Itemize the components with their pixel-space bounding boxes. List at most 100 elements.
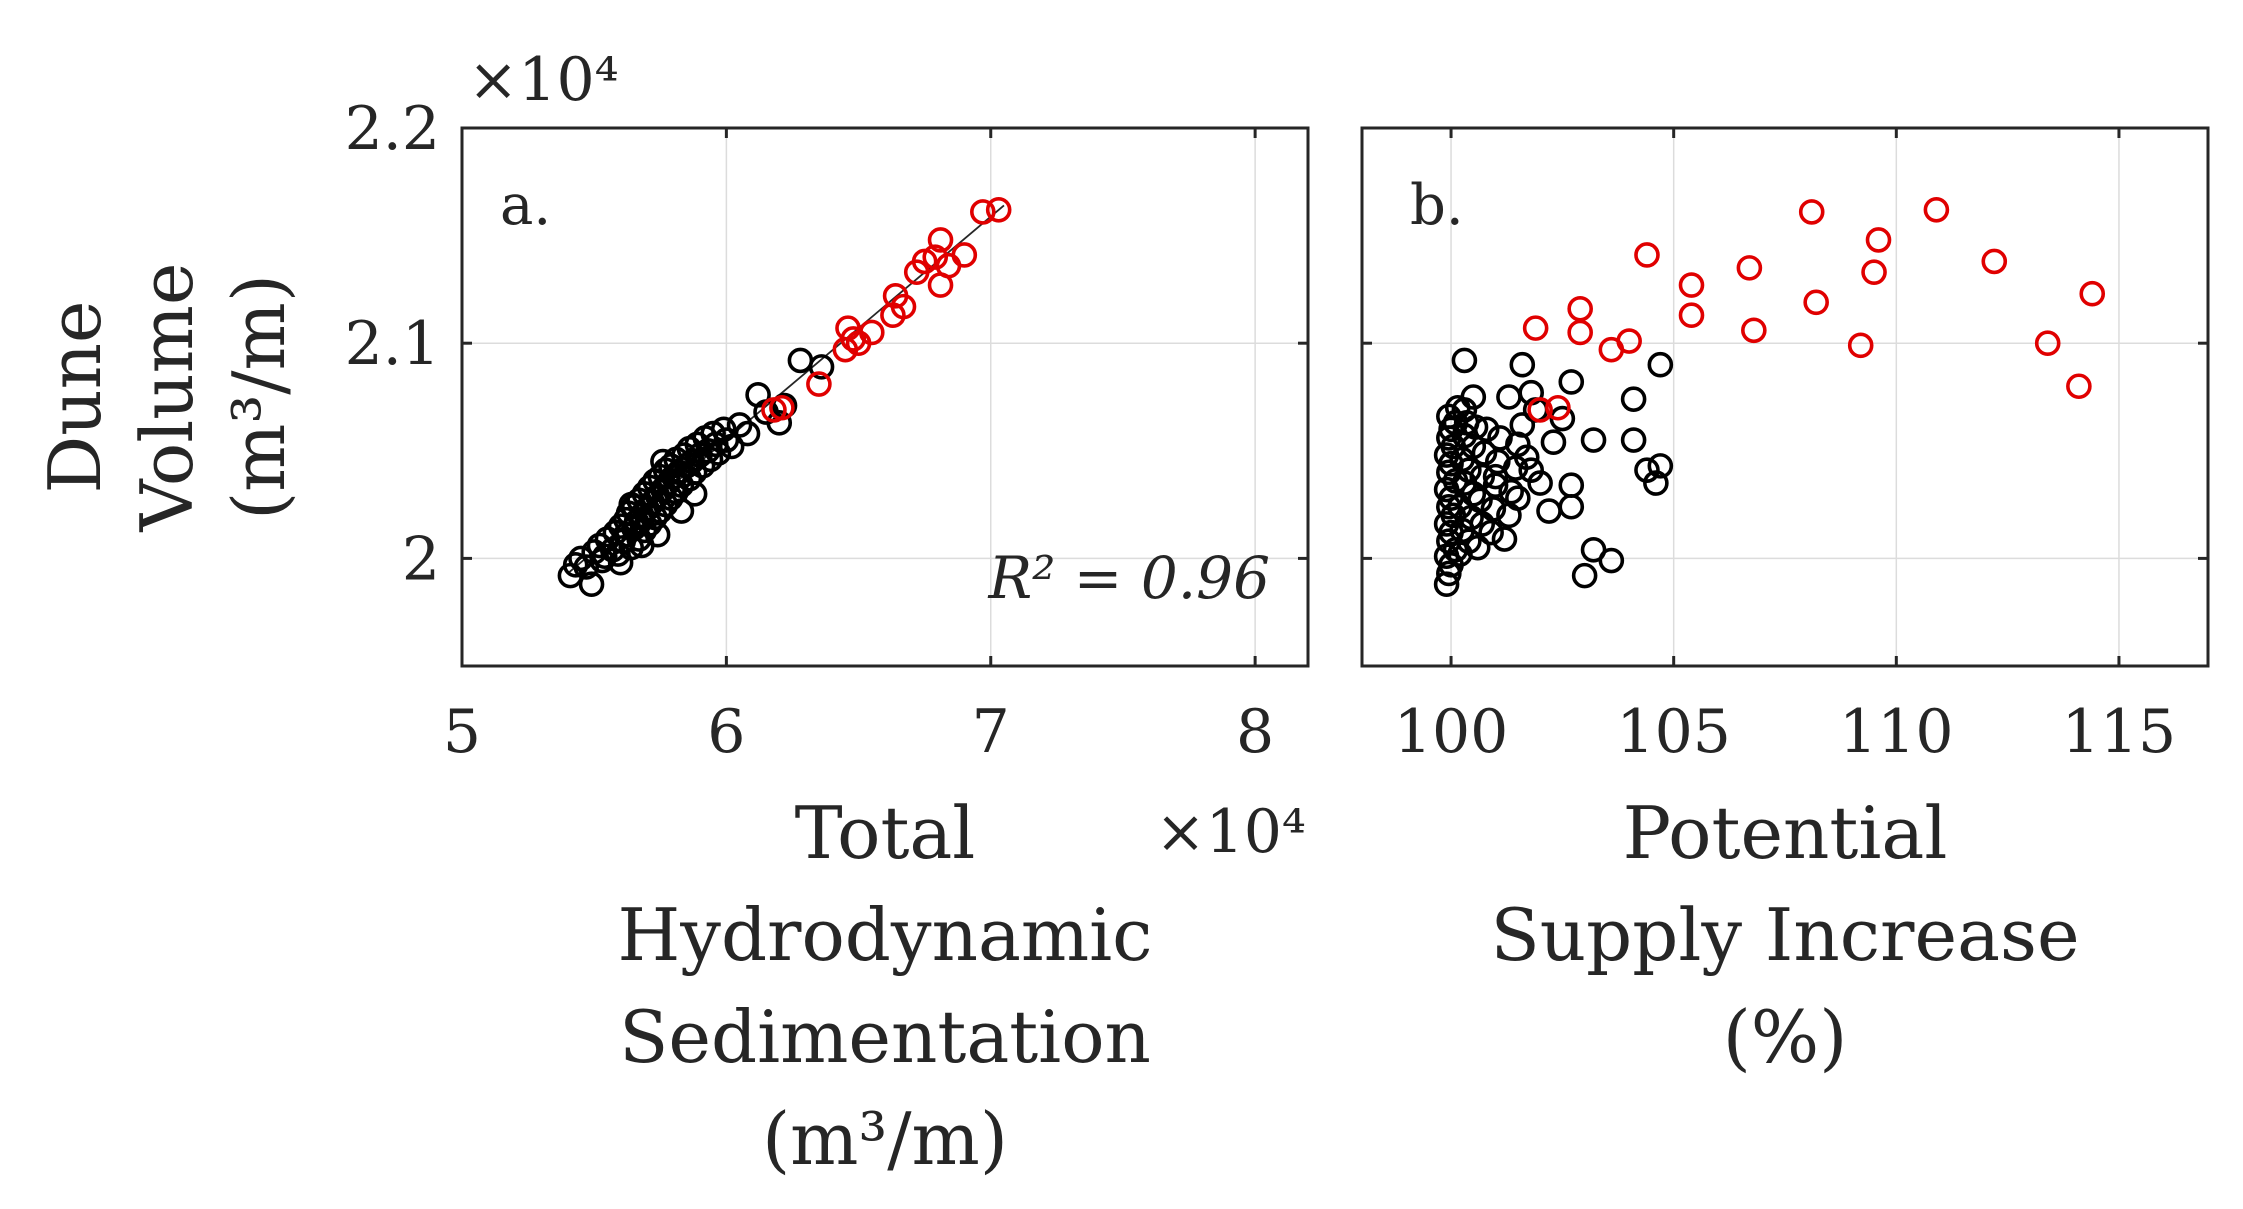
panel-a-x-label-line-3: Sedimentation <box>619 995 1151 1079</box>
panel-b-label: b. <box>1410 173 1464 238</box>
panel-b-series-0-point-77 <box>1444 394 1471 421</box>
panel-a-series-0-point-49 <box>676 465 703 492</box>
panel-b-markers <box>1433 196 2106 598</box>
panel-b-series-0-point-35 <box>1467 487 1493 514</box>
panel-b-series-0-point-66 <box>1580 427 1607 453</box>
x-exponent-label: ×10⁴ <box>1155 797 1306 867</box>
panel-b-x-label-line-2: Supply Increase <box>1490 893 2079 977</box>
panel-b-series-0-point-73 <box>1647 351 1674 378</box>
panel-b-xtick-label-3: 115 <box>2062 697 2177 767</box>
panel-a-xtick-label-1: 6 <box>707 697 745 767</box>
panel-b-series-1-point-4 <box>1567 295 1593 322</box>
panel-b-series-0-point-67 <box>1598 547 1625 574</box>
panel-b-series-1-point-6 <box>1616 328 1642 354</box>
panel-a-series-0-point-72 <box>808 354 835 380</box>
panel-b-series-0-point-55 <box>1509 351 1536 378</box>
panel-a-series-0-point-3 <box>573 554 600 580</box>
panel-b-series-0-point-62 <box>1558 493 1585 520</box>
panel-b-series-0-point-69 <box>1620 386 1647 412</box>
panel-a-series-1-point-1 <box>769 394 795 421</box>
panel-b-series-0-point-30 <box>1456 457 1482 483</box>
r-squared-annotation: R² = 0.96 <box>987 544 1270 612</box>
panel-b-series-1-point-2 <box>1545 394 1571 421</box>
panel-b-x-label-line-1: Potential <box>1623 791 1948 875</box>
panel-b-axes-frame <box>1360 126 2210 668</box>
panel-b-series-0-point-37 <box>1471 440 1498 466</box>
panel-a-series-1-point-2 <box>806 371 832 397</box>
panel-a-series-0-point-64 <box>718 433 745 460</box>
panel-b-series-1-point-14 <box>1847 332 1874 359</box>
panel-a-series-0-point-66 <box>734 420 761 447</box>
panel-a: 5 6 7 8 2 2.1 2.2 a. R² = 0.96 ×10⁴ ×10⁴ Dune … <box>33 45 1310 1181</box>
y-axis-label: Dune Volume (m³/m) <box>33 262 301 532</box>
panel-b-series-0-point-78 <box>1496 384 1522 410</box>
panel-b-series-0-point-63 <box>1558 472 1585 499</box>
panel-a-markers <box>557 196 1012 598</box>
panel-b-series-1-point-17 <box>1923 196 1950 223</box>
panel-b-xtick-label-1: 105 <box>1616 697 1731 767</box>
panel-a-xtick-label-2: 7 <box>972 697 1010 767</box>
panel-a-series-1-point-17 <box>951 242 978 268</box>
panel-b-series-0-point-39 <box>1478 519 1504 546</box>
panel-a-series-0-point-69 <box>766 410 793 436</box>
panel-a-series-0-point-65 <box>726 412 753 438</box>
panel-b-series-1-point-12 <box>1798 199 1825 225</box>
panel-b-series-0-point-53 <box>1518 457 1544 483</box>
panel-a-series-0-point-79 <box>650 448 676 475</box>
panel-b-ticks: 100 105 110 115 <box>1362 126 2208 767</box>
panel-b-series-1-point-19 <box>2034 330 2061 357</box>
panel-b-series-1-point-16 <box>1865 227 1892 253</box>
y-exponent-label: ×10⁴ <box>468 45 619 115</box>
panel-b-series-1-point-21 <box>2079 280 2106 307</box>
panel-b-series-0-point-59 <box>1540 429 1567 455</box>
panel-a-x-label-line-4: (m³/m) <box>762 1097 1008 1181</box>
panel-b-series-1-point-9 <box>1678 272 1705 298</box>
panel-a-ytick-label-2: 2.2 <box>345 94 440 164</box>
panel-a-series-0-point-71 <box>787 347 814 374</box>
panel-a-series-0-point-58 <box>697 446 724 473</box>
panel-a-series-0-point-74 <box>668 498 695 524</box>
panel-b-series-0-point-41 <box>1482 472 1509 499</box>
panel-b-series-0-point-61 <box>1558 369 1585 395</box>
panel-a-series-0-point-75 <box>589 547 615 574</box>
panel-b-series-0-point-79 <box>1482 463 1509 490</box>
panel-b-series-1-point-3 <box>1567 319 1593 346</box>
panel-a-xtick-label-0: 5 <box>443 697 481 767</box>
panel-b-series-0-point-64 <box>1571 562 1598 589</box>
panel-a-ytick-label-0: 2 <box>402 524 440 594</box>
panel-b-xtick-label-0: 100 <box>1394 697 1509 767</box>
panel-b-series-1-point-20 <box>2066 373 2092 400</box>
panel-b-xtick-label-2: 110 <box>1839 697 1954 767</box>
panel-b-series-0-point-33 <box>1464 534 1491 561</box>
panel-b-series-0-point-70 <box>1634 457 1660 483</box>
panel-a-axes-frame <box>460 126 1310 668</box>
panel-b-series-1-point-8 <box>1678 302 1705 329</box>
panel-b-series-0-point-71 <box>1647 453 1674 479</box>
panel-b-series-0-point-44 <box>1491 526 1518 552</box>
panel-b-x-axis-label: Potential Supply Increase (%) <box>1490 791 2079 1079</box>
y-axis-label-line-3: (m³/m) <box>217 274 301 520</box>
panel-a-series-0-point-78 <box>618 491 645 518</box>
panel-b-series-0-point-76 <box>1436 403 1462 430</box>
panel-b-series-0-point-40 <box>1480 496 1507 522</box>
panel-b-series-0-point-50 <box>1451 347 1478 374</box>
panel-b: 100 105 110 115 b. Potential Supply Increas… <box>1360 126 2210 1079</box>
panel-a-series-0-point-18 <box>618 534 645 561</box>
panel-b-series-1-point-11 <box>1741 317 1767 344</box>
panel-b-series-1-point-18 <box>1981 248 2008 275</box>
panel-b-series-0-point-57 <box>1527 470 1553 496</box>
panel-b-series-0-point-38 <box>1473 416 1500 443</box>
panel-b-series-0-point-36 <box>1469 463 1496 490</box>
panel-a-series-1-point-7 <box>858 319 885 346</box>
panel-a-xtick-label-3: 8 <box>1236 697 1274 767</box>
panel-b-series-1-point-13 <box>1803 289 1829 316</box>
panel-a-series-0-point-76 <box>628 532 655 559</box>
panel-b-series-1-point-15 <box>1861 259 1887 285</box>
panel-b-series-0-point-58 <box>1536 498 1562 524</box>
panel-a-series-1-point-15 <box>927 227 954 253</box>
panel-b-series-0-point-46 <box>1498 478 1524 505</box>
panel-a-x-label-line-2: Hydrodynamic <box>617 893 1152 977</box>
panel-b-series-1-point-0 <box>1522 315 1549 341</box>
panel-a-ytick-label-1: 2.1 <box>345 309 440 379</box>
